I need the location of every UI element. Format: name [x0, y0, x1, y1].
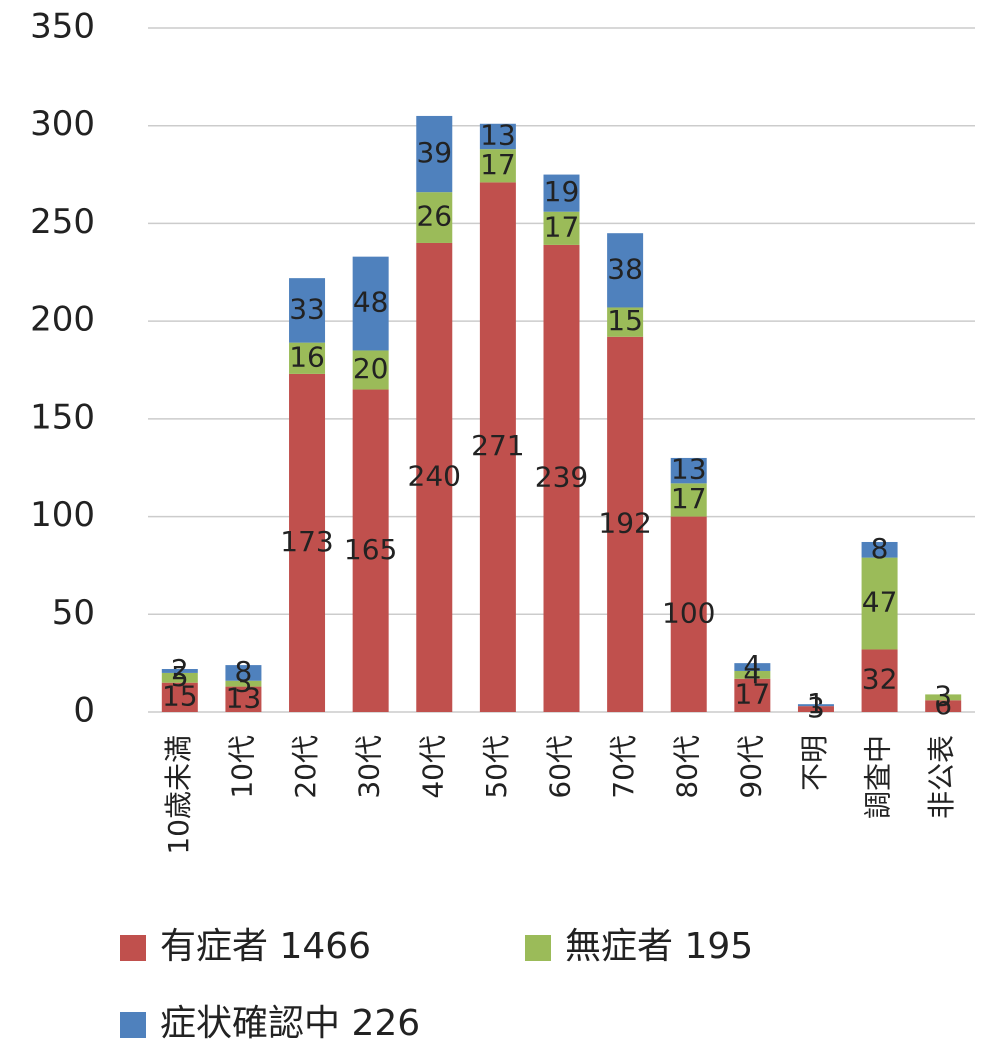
data-label: 17 — [735, 677, 771, 710]
data-label: 1 — [807, 687, 825, 720]
x-tick-label: 20代 — [289, 735, 322, 799]
data-label: 165 — [344, 533, 397, 566]
x-tick-label: 非公表 — [925, 735, 958, 819]
bar-segment — [225, 665, 262, 681]
bar-segment — [734, 678, 771, 712]
x-tick-label: 30代 — [353, 735, 386, 799]
bar-segment — [479, 182, 516, 713]
data-label: 48 — [353, 286, 389, 319]
bar-segment — [670, 457, 707, 484]
data-label: 15 — [607, 304, 643, 337]
data-label: 3 — [934, 679, 952, 712]
y-tick-label: 150 — [30, 397, 95, 437]
bar-segment — [161, 672, 198, 683]
data-label: 17 — [671, 482, 707, 515]
data-label: 38 — [607, 252, 643, 285]
data-label: 3 — [807, 691, 825, 724]
data-label: 13 — [671, 453, 707, 486]
y-tick-label: 100 — [30, 495, 95, 535]
bar-segment — [352, 389, 389, 712]
bar-segment — [416, 115, 453, 193]
data-label: 20 — [353, 352, 389, 385]
legend-label: 無症者 195 — [565, 926, 753, 967]
data-label: 4 — [743, 649, 761, 682]
bar-segment — [289, 373, 326, 712]
bar-segment — [161, 682, 198, 712]
legend-swatch — [120, 1012, 146, 1038]
data-label: 192 — [598, 506, 651, 539]
data-label: 5 — [171, 660, 189, 693]
bar-segment — [479, 123, 516, 150]
bar-segment — [225, 680, 262, 687]
bar-segment — [670, 516, 707, 712]
bar-segment — [543, 211, 580, 245]
data-label: 8 — [235, 655, 253, 688]
bar-segment — [416, 242, 453, 712]
x-tick-label: 不明 — [798, 735, 831, 791]
data-label: 100 — [662, 596, 715, 629]
data-label: 173 — [280, 525, 333, 558]
data-label: 2 — [171, 653, 189, 686]
y-tick-label: 250 — [30, 202, 95, 242]
data-label: 240 — [408, 459, 461, 492]
bar-segment — [734, 663, 771, 671]
data-label: 17 — [480, 148, 516, 181]
data-label: 271 — [471, 429, 524, 462]
bar-segment — [925, 694, 962, 701]
y-tick-label: 0 — [73, 691, 95, 731]
data-label: 13 — [226, 681, 262, 714]
legend-swatch — [120, 935, 146, 961]
x-tick-label: 50代 — [480, 735, 513, 799]
bar-segment — [861, 557, 898, 650]
bar-segment — [607, 336, 644, 712]
x-tick-label: 40代 — [416, 735, 449, 799]
x-tick-label: 調査中 — [862, 735, 895, 819]
data-label: 15 — [162, 679, 198, 712]
bar-segment — [352, 256, 389, 351]
bar-segment — [289, 342, 326, 374]
data-label: 32 — [862, 663, 898, 696]
x-tick-label: 90代 — [734, 735, 767, 799]
data-label: 13 — [480, 118, 516, 151]
bar-segment — [925, 700, 962, 712]
bar-segment — [861, 541, 898, 558]
bar-segment — [479, 149, 516, 183]
bar-segment — [607, 307, 644, 337]
data-label: 17 — [544, 210, 580, 243]
bar-segment — [225, 686, 262, 712]
bar-segment — [797, 704, 834, 707]
data-label: 239 — [535, 460, 588, 493]
bar-segment — [352, 350, 389, 390]
y-tick-label: 200 — [30, 300, 95, 340]
data-label: 8 — [871, 532, 889, 565]
data-label: 16 — [289, 340, 325, 373]
bar-segment — [734, 670, 771, 679]
bar-segment — [607, 233, 644, 308]
bar-segment — [861, 649, 898, 712]
bar-segment — [543, 174, 580, 212]
bar-segment — [289, 278, 326, 343]
data-label: 33 — [289, 292, 325, 325]
legend-label: 有症者 1466 — [160, 926, 371, 967]
x-tick-label: 60代 — [544, 735, 577, 799]
y-tick-label: 50 — [52, 593, 95, 633]
data-label: 19 — [544, 175, 580, 208]
x-tick-label: 10代 — [225, 735, 258, 799]
legend-label: 症状確認中 226 — [160, 1003, 420, 1044]
bar-segment — [543, 244, 580, 712]
y-tick-label: 350 — [30, 7, 95, 47]
x-tick-label: 70代 — [607, 735, 640, 799]
bar-segment — [670, 483, 707, 517]
y-tick-label: 300 — [30, 104, 95, 144]
x-tick-label: 10歳未満 — [162, 735, 195, 855]
bar-segment — [797, 706, 834, 712]
data-label: 39 — [416, 136, 452, 169]
bar-segment — [161, 669, 198, 673]
bar-segment — [416, 192, 453, 243]
legend-swatch — [525, 935, 551, 961]
data-label: 47 — [862, 586, 898, 619]
x-tick-label: 80代 — [671, 735, 704, 799]
data-label: 26 — [416, 200, 452, 233]
